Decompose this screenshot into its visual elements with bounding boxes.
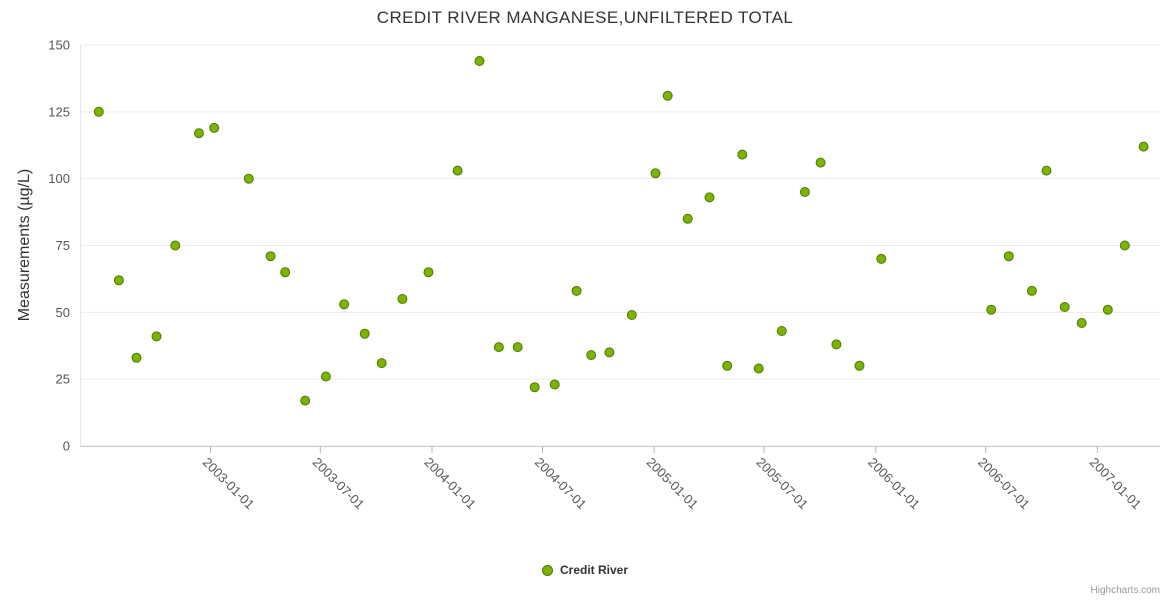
x-tick-label: 2003-07-01 [310,455,368,513]
data-point[interactable] [194,128,204,139]
data-point[interactable] [1138,141,1149,152]
data-point[interactable] [1026,285,1037,296]
data-point[interactable] [376,358,387,369]
data-point[interactable] [815,157,826,168]
y-tick-label: 0 [63,439,70,454]
data-point[interactable] [1119,240,1130,251]
x-tick-label: 2006-07-01 [975,455,1033,513]
y-axis-title: Measurements (µg/L) [16,168,33,322]
chart-title: CREDIT RIVER MANGANESE,UNFILTERED TOTAL [376,8,794,27]
x-tick-label: 2005-07-01 [753,455,811,513]
data-point[interactable] [876,253,887,264]
data-point[interactable] [170,240,181,251]
legend-item-credit-river[interactable]: Credit River [0,563,1170,577]
data-point[interactable] [423,267,434,278]
x-tick-label: 2003-01-01 [200,455,258,513]
y-tick-label: 125 [48,104,70,119]
data-point[interactable] [776,326,787,336]
data-point[interactable] [626,310,637,320]
data-point[interactable] [359,328,370,339]
data-point[interactable] [571,285,582,296]
data-point[interactable] [1041,165,1052,176]
data-point[interactable] [1003,251,1014,262]
data-point[interactable] [650,168,661,179]
data-point[interactable] [452,165,463,176]
data-point[interactable] [604,347,615,358]
y-tick-label: 100 [48,171,70,186]
data-point[interactable] [586,350,597,361]
legend-marker-icon [541,564,553,576]
data-point[interactable] [799,187,810,197]
data-point[interactable] [397,294,408,304]
data-point[interactable] [93,106,104,117]
data-point[interactable] [529,382,540,393]
data-point[interactable] [280,267,291,278]
data-point[interactable] [300,395,311,406]
data-point[interactable] [549,379,560,390]
data-point[interactable] [113,275,124,286]
data-point[interactable] [151,331,162,342]
data-point[interactable] [131,352,142,363]
y-tick-label: 150 [48,38,70,53]
highcharts-credits-link[interactable]: Highcharts.com [1090,585,1160,596]
data-point[interactable] [737,149,748,160]
data-point[interactable] [1102,304,1113,315]
x-tick-label: 2004-01-01 [421,455,479,513]
data-point[interactable] [662,90,673,101]
data-point[interactable] [320,371,331,382]
legend-series-label: Credit River [559,563,629,577]
data-point[interactable] [512,342,523,353]
x-tick-label: 2007-01-01 [1087,455,1145,513]
x-tick-label: 2005-01-01 [644,455,702,513]
y-tick-label: 75 [56,238,70,253]
data-point[interactable] [1059,302,1070,312]
x-tick-label: 2004-07-01 [532,455,590,513]
data-point[interactable] [493,342,504,353]
y-tick-label: 50 [56,305,70,320]
data-point[interactable] [753,363,764,374]
data-point[interactable] [704,192,715,203]
data-point[interactable] [339,299,350,310]
y-tick-label: 25 [56,372,70,387]
data-point[interactable] [682,213,693,224]
data-point[interactable] [474,56,485,66]
data-point[interactable] [265,251,276,262]
data-point[interactable] [854,360,865,371]
data-point[interactable] [1076,318,1087,328]
data-point[interactable] [243,173,254,184]
data-point[interactable] [209,122,220,133]
data-point[interactable] [722,360,733,371]
data-point[interactable] [986,304,997,315]
data-point[interactable] [831,339,842,350]
x-tick-label: 2006-01-01 [865,455,923,513]
